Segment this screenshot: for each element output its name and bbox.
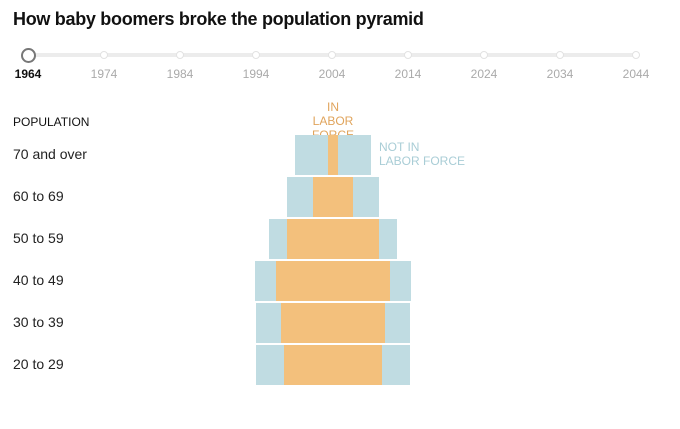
age-group-label: 20 to 29 <box>13 356 64 372</box>
bar-in-labor-force <box>281 303 385 343</box>
year-label-2024[interactable]: 2024 <box>470 67 498 81</box>
year-label-2014[interactable]: 2014 <box>394 67 422 81</box>
year-tick-1994[interactable] <box>252 51 260 59</box>
age-group-label: 50 to 59 <box>13 230 64 246</box>
legend-not-line2: LABOR FORCE <box>379 154 466 168</box>
year-tick-2044[interactable] <box>632 51 640 59</box>
year-tick-1984[interactable] <box>176 51 184 59</box>
bar-in-labor-force <box>275 261 391 301</box>
year-label-2034[interactable]: 2034 <box>546 67 574 81</box>
age-group-label: 40 to 49 <box>13 272 64 288</box>
age-group-label: 70 and over <box>13 146 87 162</box>
year-tick-2024[interactable] <box>480 51 488 59</box>
legend-in-line1: IN <box>327 100 339 114</box>
year-tick-1964[interactable] <box>21 48 36 63</box>
chart-title: How baby boomers broke the population py… <box>13 9 424 29</box>
year-tick-2014[interactable] <box>404 51 412 59</box>
year-tick-1974[interactable] <box>100 51 108 59</box>
year-tick-2034[interactable] <box>556 51 564 59</box>
age-group-label: 30 to 39 <box>13 314 64 330</box>
year-label-1984[interactable]: 1984 <box>166 67 194 81</box>
bar-in-labor-force <box>283 345 383 385</box>
age-group-label: 60 to 69 <box>13 188 64 204</box>
year-tick-2004[interactable] <box>328 51 336 59</box>
year-label-1994[interactable]: 1994 <box>242 67 270 81</box>
year-label-2004[interactable]: 2004 <box>318 67 346 81</box>
legend-not-line1: NOT IN <box>379 140 420 154</box>
legend-not-in-labor-force: NOT IN LABOR FORCE <box>379 140 465 168</box>
year-label-2044[interactable]: 2044 <box>622 67 650 81</box>
bar-in-labor-force <box>312 177 354 217</box>
bar-in-labor-force <box>286 219 380 259</box>
year-label-1974[interactable]: 1974 <box>90 67 118 81</box>
bar-in-labor-force <box>328 135 338 175</box>
y-axis-title: POPULATION <box>13 115 90 129</box>
year-label-1964[interactable]: 1964 <box>14 67 42 81</box>
